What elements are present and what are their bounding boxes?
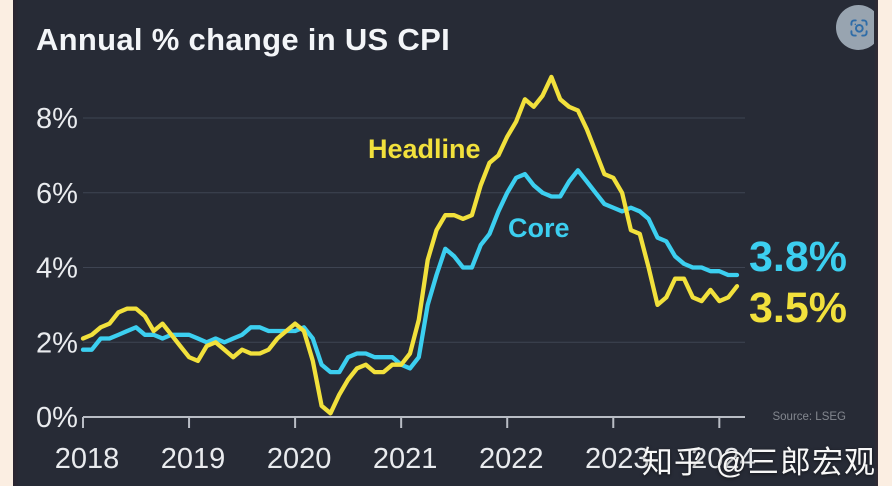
series-label-core: Core [508,213,570,243]
left-border-strip [0,0,13,486]
y-axis-label: 0% [36,402,78,434]
zhihu-watermark: 知乎 @三郎宏观 [641,445,876,480]
right-border-strip [878,0,892,486]
end-value-headline: 3.5% [749,284,847,332]
x-axis-label: 2021 [373,443,438,475]
y-axis-label: 6% [36,178,78,210]
series-label-headline: Headline [368,134,481,164]
end-value-core: 3.8% [749,233,847,281]
x-axis-label: 2019 [161,443,226,475]
left-inner-shadow [13,0,20,486]
right-inner-shadow [874,0,878,486]
x-axis-label: 2022 [479,443,544,475]
source-label: Source: LSEG [772,411,846,423]
y-axis-label: 8% [36,103,78,135]
x-axis-label: 2023 [585,443,650,475]
scan-button[interactable] [836,5,881,50]
x-axis-label: 2024 [691,443,756,475]
series-line-headline [80,74,740,416]
y-axis-label: 2% [36,327,78,359]
scan-camera-icon [849,18,868,37]
x-axis-label: 2018 [55,443,120,475]
page-title: Annual % change in US CPI [36,22,450,57]
x-axis-label: 2020 [267,443,332,475]
y-axis-label: 4% [36,253,78,285]
